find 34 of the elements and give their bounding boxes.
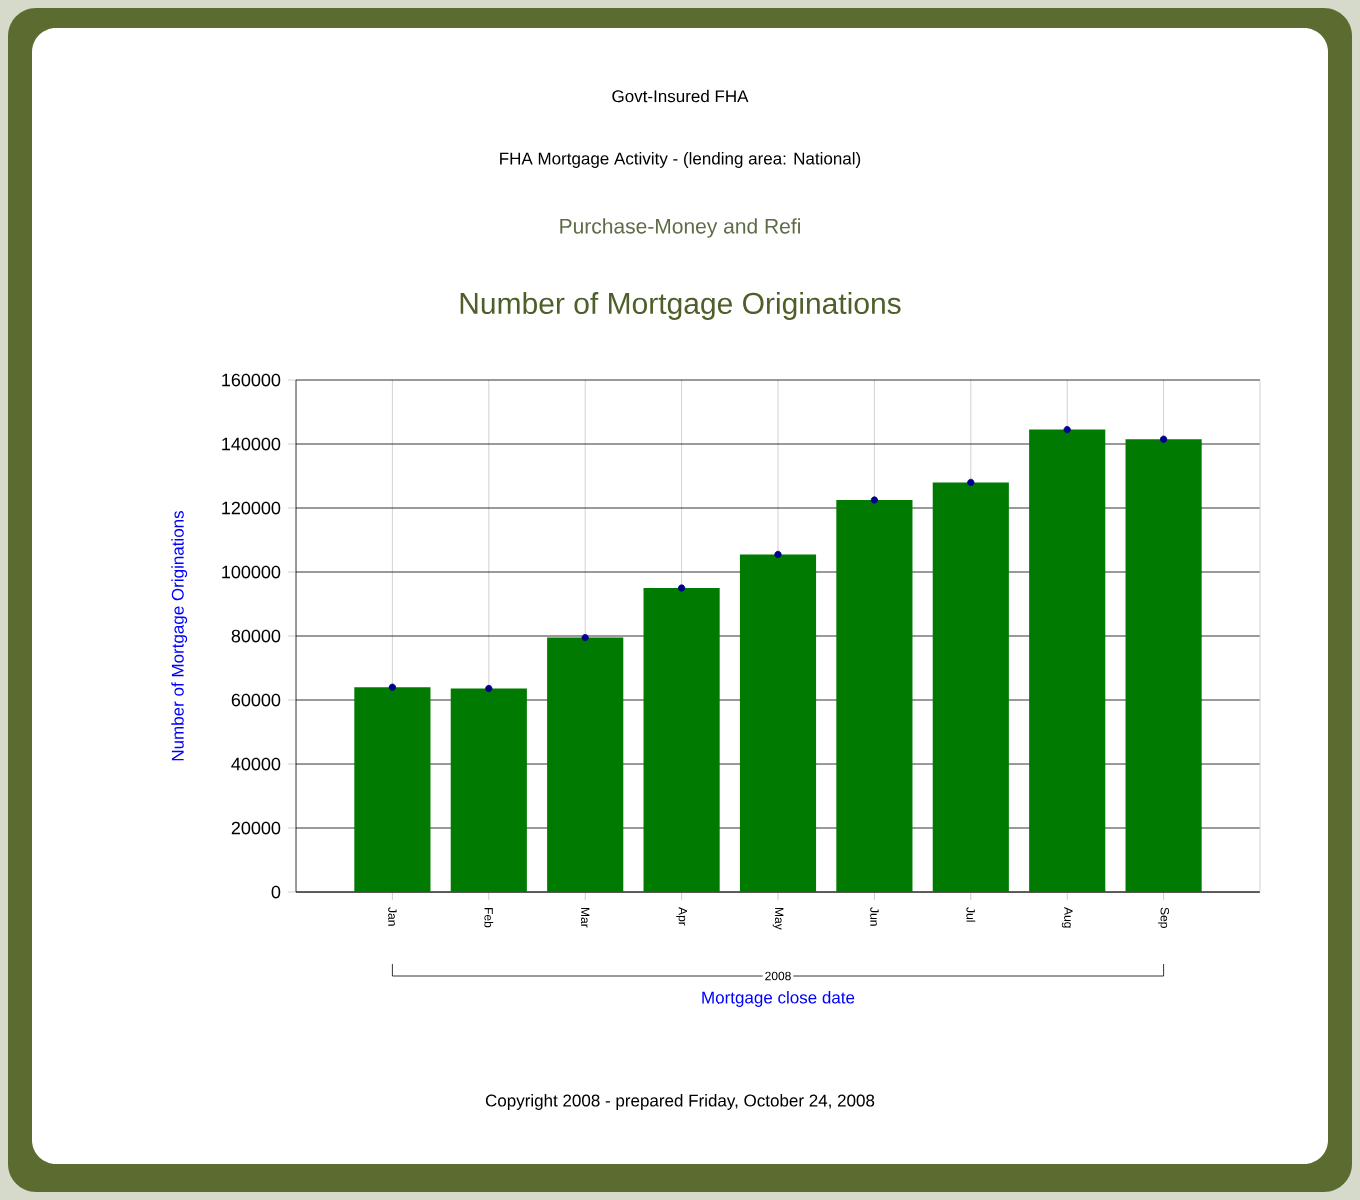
x-axis-title: Mortgage close date <box>702 991 855 1007</box>
point <box>1160 435 1168 443</box>
bar <box>836 500 913 893</box>
point <box>678 584 686 592</box>
y-tick-label: 120000 <box>222 501 281 515</box>
y-tick-label: 160000 <box>222 373 281 387</box>
bar <box>1029 429 1106 893</box>
bar <box>1125 439 1202 893</box>
y-axis-title: Number of Mortgage Originations <box>171 511 188 761</box>
bar <box>450 688 527 893</box>
point <box>870 496 878 504</box>
point <box>774 550 782 559</box>
bar <box>547 637 624 893</box>
point <box>581 634 589 642</box>
y-tick-label: 20000 <box>231 821 281 835</box>
point <box>485 684 493 693</box>
bar <box>739 554 817 893</box>
text: Govt-Insured FHA <box>612 89 749 103</box>
point <box>388 683 396 691</box>
chart-subtitle: Purchase-Money and Refi <box>560 218 800 238</box>
text: Copyright 2008 - prepared Friday, October 24, 2008 <box>485 1094 875 1110</box>
y-tick-label: 80000 <box>231 629 281 643</box>
bar <box>932 482 1009 893</box>
y-tick-label: 0 <box>271 885 281 899</box>
y-tick-label: 40000 <box>231 757 281 771</box>
y-tick-label: 60000 <box>231 693 281 707</box>
text: FHA Mortgage Activity - (lending area: National) <box>500 152 861 168</box>
point <box>967 478 975 487</box>
bar <box>354 687 431 893</box>
y-tick-label: 140000 <box>222 437 281 451</box>
chart-title: Number of Mortgage Originations <box>460 292 901 320</box>
point <box>1063 426 1071 434</box>
bar <box>643 588 720 893</box>
y-tick-label: 100000 <box>222 565 281 579</box>
